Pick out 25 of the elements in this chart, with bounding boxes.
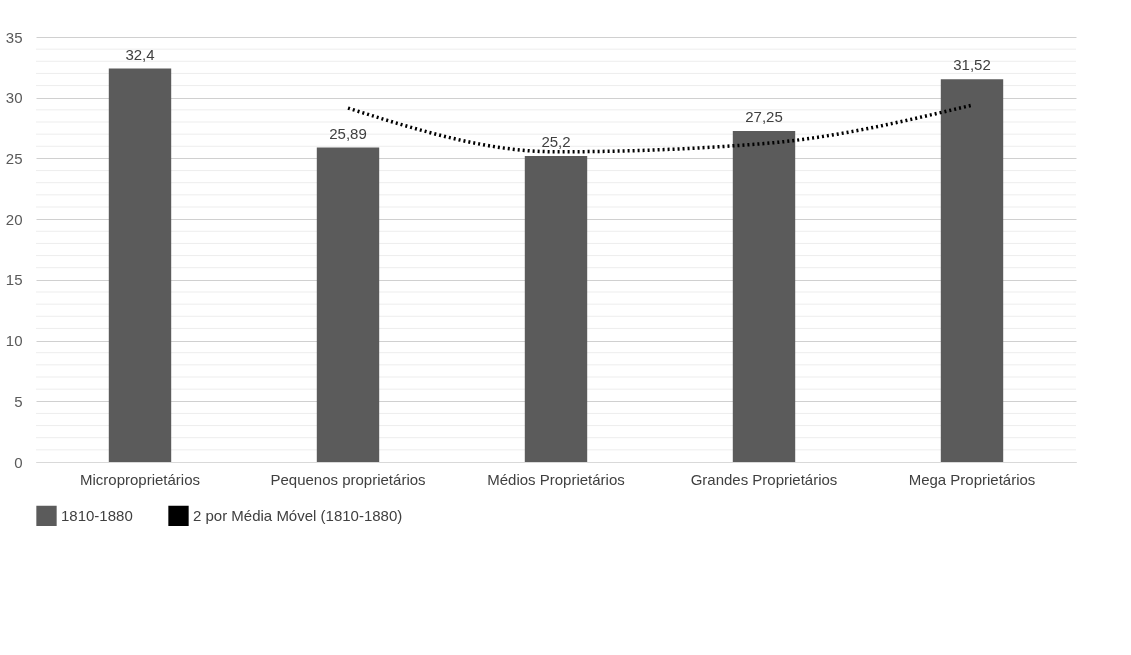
data-label: 25,89	[329, 124, 367, 142]
bar	[940, 79, 1004, 462]
x-tick-label: Médios Proprietários	[487, 470, 625, 488]
bar	[732, 131, 796, 462]
x-tick-label: Mega Proprietários	[908, 470, 1036, 488]
x-tick-label: Microproprietários	[79, 470, 201, 488]
x-tick-label: Pequenos proprietários	[270, 470, 426, 488]
y-tick-label: 0	[14, 453, 23, 471]
bar	[524, 156, 588, 462]
data-label: 31,52	[953, 56, 991, 74]
y-tick-label: 15	[5, 271, 23, 289]
data-label: 27,25	[745, 108, 783, 126]
y-tick-label: 35	[5, 28, 23, 46]
y-tick-label: 30	[5, 89, 23, 107]
legend-label: 1810-1880	[61, 506, 133, 524]
bar	[108, 68, 172, 462]
y-tick-label: 5	[14, 392, 23, 410]
bar	[316, 147, 380, 462]
y-tick-label: 25	[5, 149, 23, 167]
data-label: 32,4	[125, 45, 155, 63]
x-tick-label: Grandes Proprietários	[690, 470, 838, 488]
legend-label: 2 por Média Móvel (1810-1880)	[193, 506, 403, 524]
y-tick-label: 10	[5, 332, 23, 350]
y-tick-label: 20	[5, 210, 23, 228]
data-label: 25,2	[541, 133, 571, 150]
